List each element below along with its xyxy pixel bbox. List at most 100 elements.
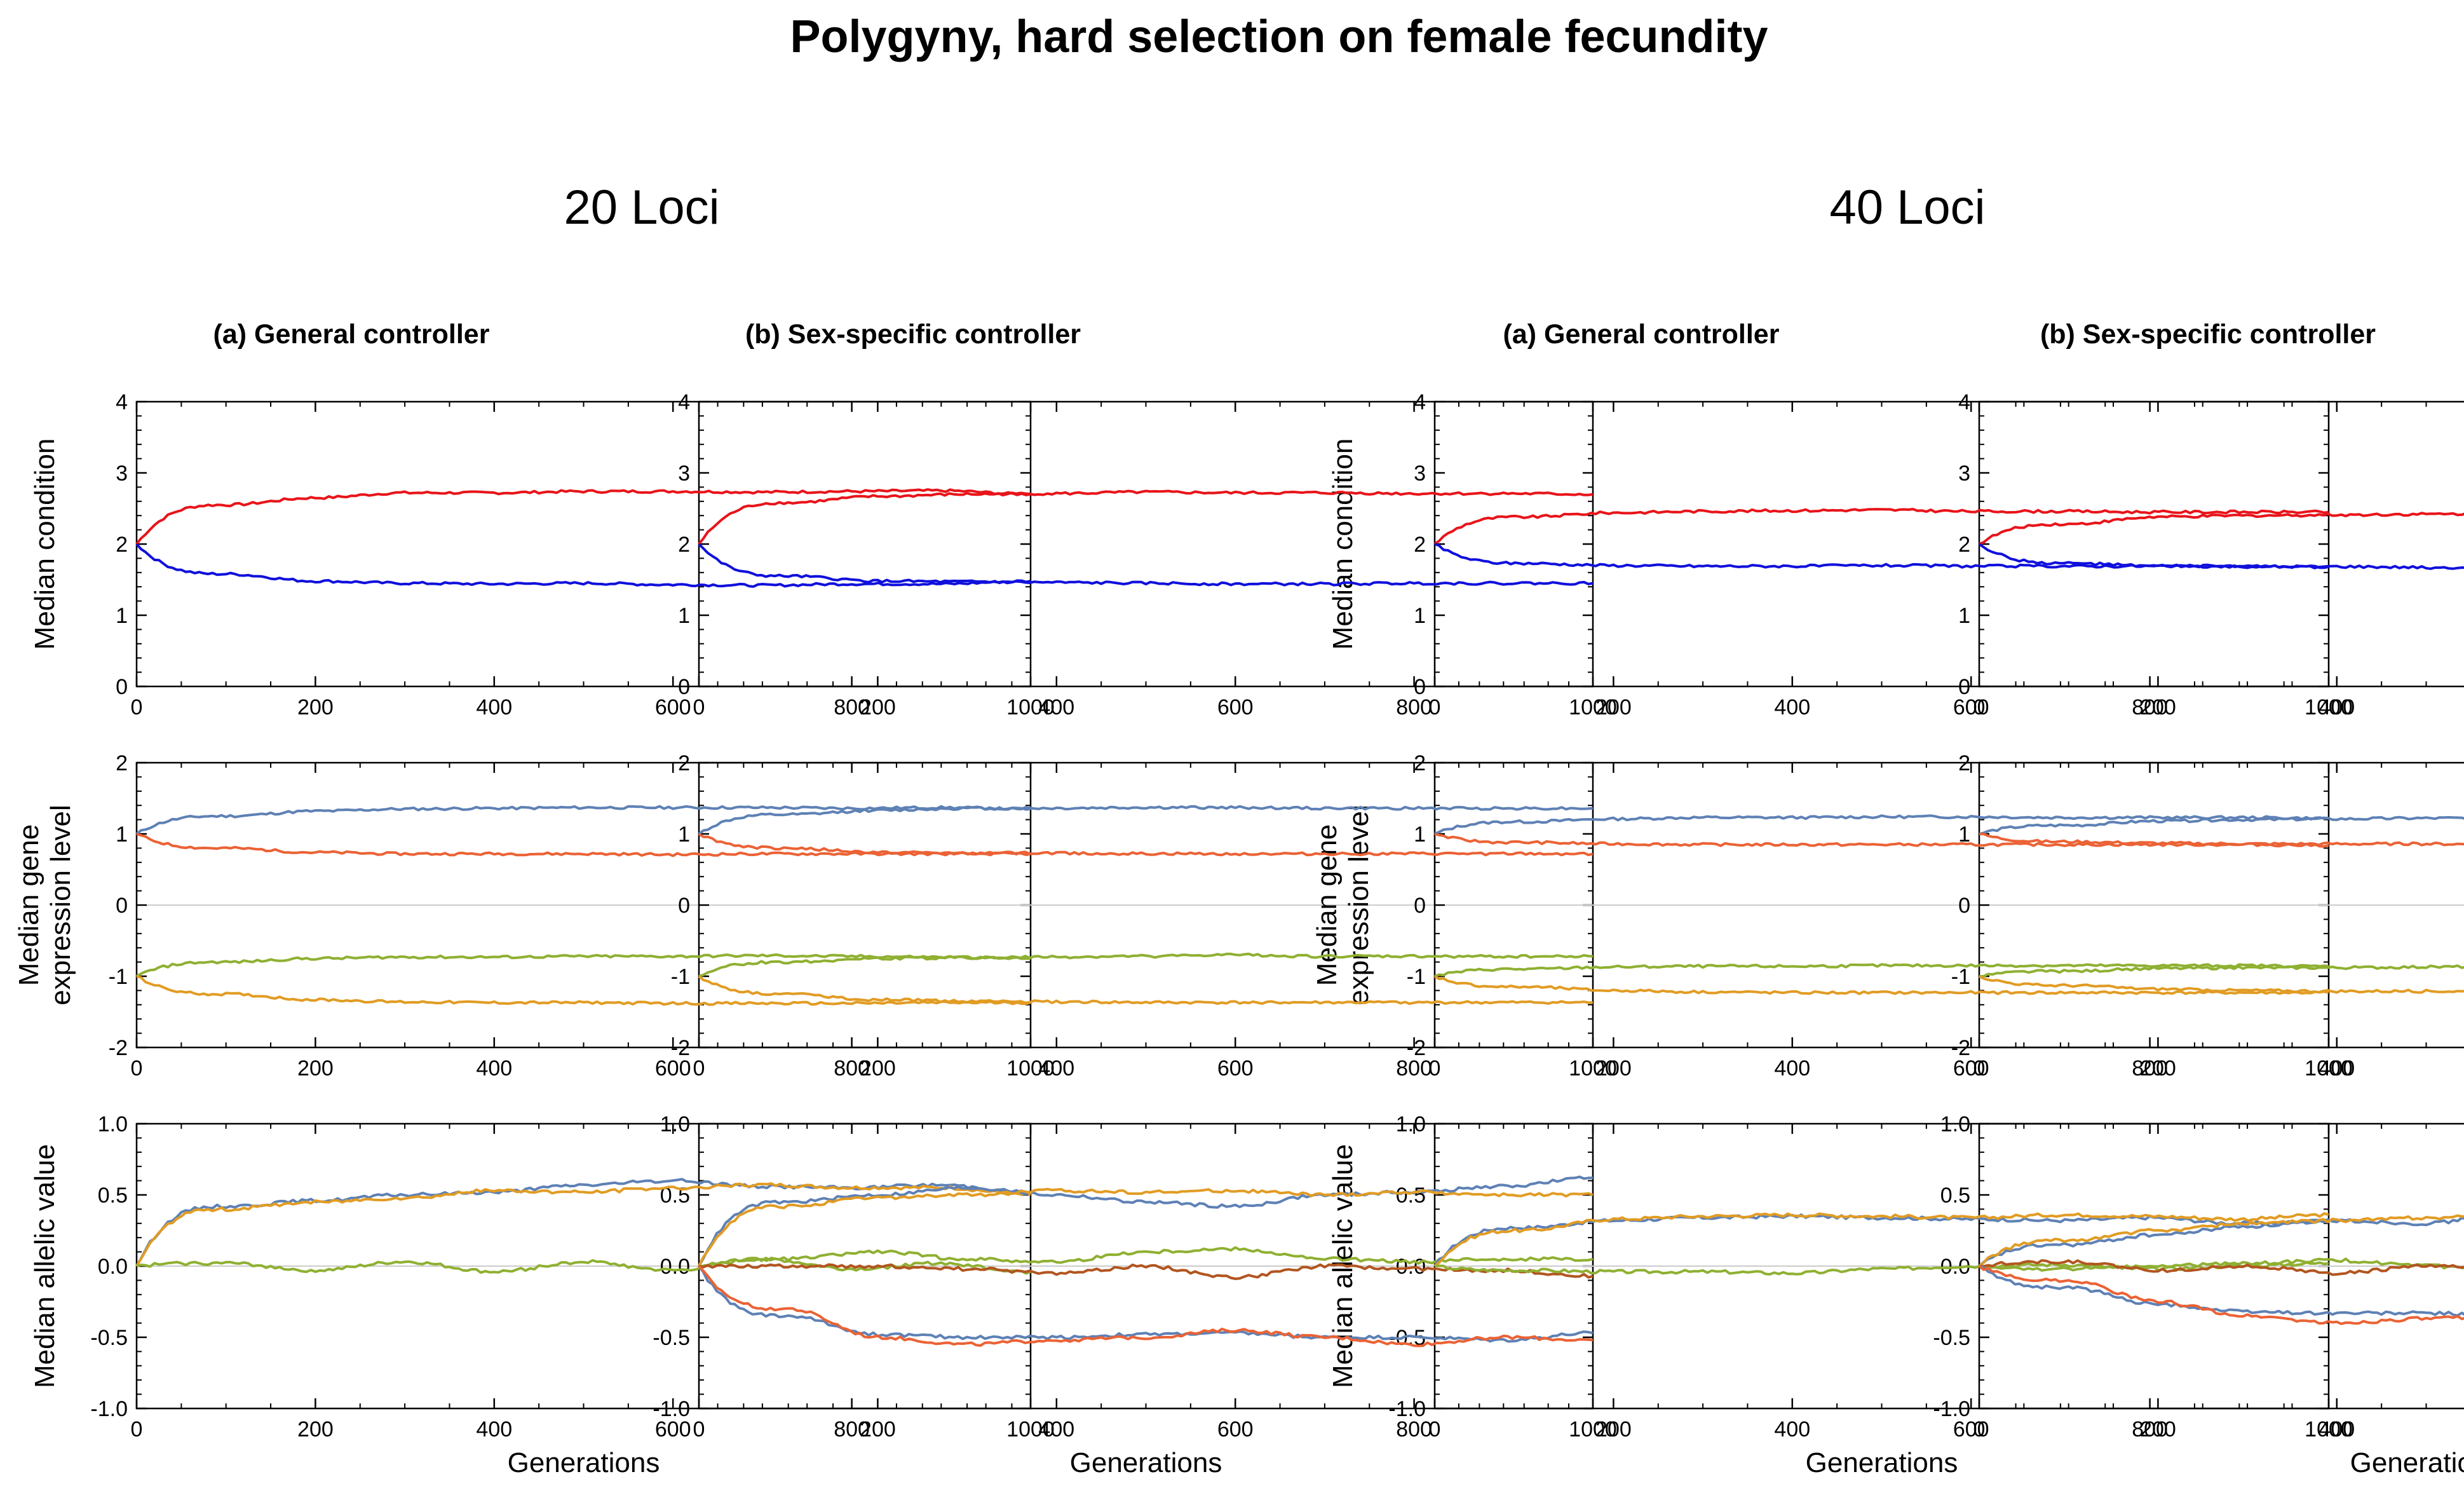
x-tick-label: 600 xyxy=(655,695,691,719)
panel-allelic-20-sex-specific: 0 200 400 600 800 1000 -1.0 -0.5 0.0 0.5 1.0 Genera… xyxy=(653,1112,1616,1478)
series-line-red xyxy=(698,489,1594,545)
y-tick-label: 2 xyxy=(1958,751,1970,775)
y-tick-label: 0 xyxy=(116,894,128,918)
y-axis-label: Median allelic value xyxy=(29,1144,60,1388)
series-line-vermilion xyxy=(1979,833,2464,847)
y-axis-label: Median condition xyxy=(29,439,60,650)
y-tick-label: -1.0 xyxy=(90,1397,128,1421)
x-tick-label: 200 xyxy=(1595,1417,1632,1442)
series-line-green xyxy=(135,953,1031,978)
series-line-brown xyxy=(1979,1259,2464,1276)
group-title-20-loci: 20 Loci xyxy=(564,181,719,235)
x-tick-label: 400 xyxy=(476,1417,512,1442)
series-line-orange xyxy=(1433,975,2329,995)
figure-title: Polygyny, hard selection on female fecun… xyxy=(790,11,1768,62)
y-tick-label: 1 xyxy=(1414,604,1426,628)
x-tick-label: 400 xyxy=(1038,1056,1074,1081)
series-line-vermilion xyxy=(698,833,1594,857)
x-tick-label: 0 xyxy=(1429,695,1441,719)
series-line-vermilion xyxy=(136,833,1031,857)
x-tick-label: 200 xyxy=(860,695,896,719)
x-tick-label: 600 xyxy=(1217,1056,1254,1081)
y-axis-label-line: Median condition xyxy=(29,439,60,650)
x-tick-label: 1000 xyxy=(1006,695,1055,719)
y-tick-label: 2 xyxy=(678,533,690,557)
y-tick-label: 0.5 xyxy=(1396,1183,1426,1208)
series-line-steel xyxy=(1434,814,2329,835)
series-line-orange xyxy=(1979,975,2464,994)
x-tick-label: 0 xyxy=(131,695,143,719)
y-tick-label: 0.5 xyxy=(98,1183,128,1208)
y-tick-label: 0 xyxy=(1414,675,1426,699)
y-tick-label: -1.0 xyxy=(653,1397,690,1421)
y-tick-label: 3 xyxy=(1414,461,1426,486)
series-line-orange xyxy=(1433,1212,2329,1267)
y-tick-label: 0.0 xyxy=(660,1255,690,1279)
series-line-orange xyxy=(698,975,1594,1006)
y-tick-label: 1 xyxy=(678,604,690,628)
y-axis-label: Median geneexpression level xyxy=(13,805,76,1006)
panel-expression-40-sex-specific: 0 200 400 600 800 1000 -2 -1 0 1 2 xyxy=(1951,751,2464,1081)
y-tick-label: 0 xyxy=(1414,894,1426,918)
y-tick-label: -1 xyxy=(109,965,128,989)
panel-allelic-40-general: 0 200 400 600 800 1000-1.0-0.50.00.51.0Genera… xyxy=(1327,1112,2353,1478)
y-tick-label: -0.5 xyxy=(1933,1326,1970,1350)
series-line-blue xyxy=(1978,543,2464,570)
y-tick-label: -0.5 xyxy=(653,1326,690,1350)
x-tick-label: 600 xyxy=(1217,695,1254,719)
series-line-steel xyxy=(698,1265,1594,1343)
y-tick-label: 3 xyxy=(116,461,128,486)
column-title-sex-specific-20: (b) Sex-specific controller xyxy=(745,319,1081,350)
x-tick-label: 400 xyxy=(476,1056,512,1081)
y-tick-label: -1.0 xyxy=(1388,1397,1426,1421)
series-line-blue xyxy=(1434,543,2329,569)
panel-allelic-40-sex-specific: 02004006008001000-1.0-0.50.00.51.0Genera… xyxy=(1933,1112,2464,1478)
y-tick-label: 1 xyxy=(116,822,128,847)
y-tick-label: 1 xyxy=(116,604,128,628)
x-tick-label: 1000 xyxy=(2305,695,2353,719)
x-tick-label: 600 xyxy=(655,1056,691,1081)
x-tick-label: 0 xyxy=(1973,1417,1986,1442)
x-tick-label: 0 xyxy=(693,1056,705,1081)
x-tick-label: 0 xyxy=(693,695,705,719)
y-tick-label: 0.5 xyxy=(1940,1183,1970,1208)
y-tick-label: 2 xyxy=(678,751,690,775)
series-line-blue xyxy=(135,543,1031,588)
x-axis-label: Generations xyxy=(1070,1447,1222,1478)
series-line-blue xyxy=(698,543,1594,587)
panel-allelic-20-general: 0 200 400 600 800 1000 -1.0 -0.5 0.0 0.5 1.0 Genera… xyxy=(29,1112,1055,1478)
y-tick-label: 0 xyxy=(678,675,690,699)
x-tick-label: 1000 xyxy=(2305,1056,2353,1081)
x-tick-label: 600 xyxy=(1953,1417,1989,1442)
x-tick-label: 0 xyxy=(1973,1056,1986,1081)
y-axis-label-line: expression level xyxy=(45,805,76,1006)
x-tick-label: 1000 xyxy=(1569,695,1617,719)
series-line-green xyxy=(698,1246,1594,1267)
series-line-vermilion xyxy=(1434,833,2329,848)
series-line-green xyxy=(1434,963,2329,978)
x-tick-label: 600 xyxy=(1217,1417,1254,1442)
column-title-sex-specific-40: (b) Sex-specific controller xyxy=(2040,319,2376,350)
column-title-general-40: (a) General controller xyxy=(1503,319,1780,350)
x-tick-label: 200 xyxy=(297,695,334,719)
series-line-green xyxy=(1979,1257,2464,1272)
x-tick-label: 800 xyxy=(1396,1056,1432,1081)
series-line-orange xyxy=(698,1187,1594,1267)
x-tick-label: 200 xyxy=(297,1417,334,1442)
y-axis-label-line: Median allelic value xyxy=(29,1144,60,1388)
x-tick-label: 200 xyxy=(1595,695,1632,719)
y-tick-label: -2 xyxy=(1407,1036,1426,1060)
y-tick-label: -1 xyxy=(1951,965,1970,989)
series-line-steel xyxy=(135,1178,1031,1267)
x-tick-label: 800 xyxy=(2132,695,2168,719)
y-axis-label-line: Median gene xyxy=(13,824,44,986)
x-tick-label: 400 xyxy=(2318,695,2355,719)
x-tick-label: 800 xyxy=(1396,695,1432,719)
x-tick-label: 800 xyxy=(1396,1417,1432,1442)
x-tick-label: 200 xyxy=(860,1417,896,1442)
